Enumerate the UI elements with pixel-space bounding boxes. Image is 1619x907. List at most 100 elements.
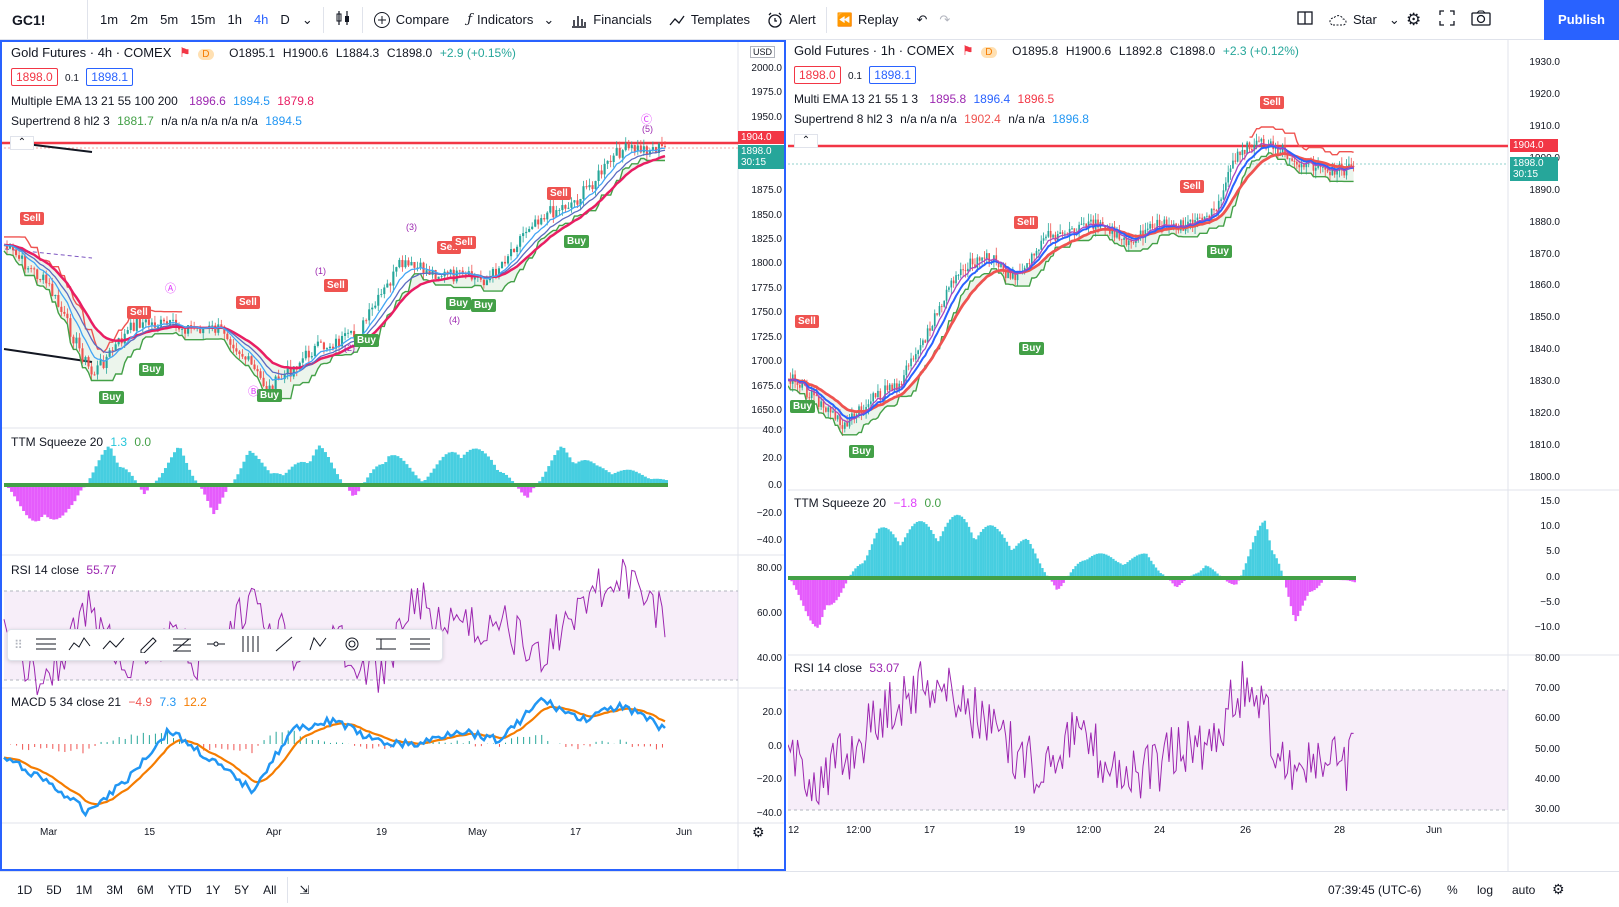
left-chart-panel[interactable]: Gold Futures · 4h · COMEX ⚑ D O1895.1 H1… [0, 40, 786, 871]
indicators-button[interactable]: ƒ Indicators ⌄ [461, 0, 560, 40]
range-1d[interactable]: 1D [17, 882, 33, 897]
undo-button[interactable]: ↶ [910, 0, 933, 40]
interval-2m[interactable]: 2m [130, 12, 149, 27]
left-ema-legend[interactable]: Multiple EMA 13 21 55 100 200 1896.6 189… [11, 94, 318, 108]
interval-1m[interactable]: 1m [100, 12, 119, 27]
horizontal-ray-icon [205, 635, 227, 656]
left-axis-settings-button[interactable]: ⚙ [752, 824, 765, 841]
settings-lines-tool[interactable] [403, 631, 437, 659]
wave-label: (2) [344, 343, 355, 353]
left-buy-price[interactable]: 1898.1 [86, 68, 133, 86]
horizontal-ray-tool[interactable] [199, 631, 233, 659]
snapshot-button[interactable] [1465, 0, 1497, 40]
vertical-lines-tool[interactable] [233, 631, 267, 659]
goto-date-button[interactable]: ⇲ [292, 883, 316, 897]
right-time-axis[interactable]: 12 12:00 17 19 12:00 24 26 28 Jun [788, 821, 1508, 841]
trend-line-tool[interactable] [131, 631, 165, 659]
right-price-axis[interactable]: 1930.01920.01910.01900.01890.01880.01870… [1508, 40, 1564, 490]
left-macd-legend[interactable]: MACD 5 34 close 21 −4.9 7.3 12.2 [11, 695, 211, 709]
range-3m[interactable]: 3M [106, 882, 124, 897]
symbol-search[interactable]: GC1! [0, 0, 88, 40]
range-all[interactable]: All [263, 882, 277, 897]
right-st-legend[interactable]: Supertrend 8 hl2 3 n/a n/a n/a 1902.4 n/… [794, 112, 1093, 126]
fullscreen-button[interactable] [1433, 0, 1461, 40]
chart-type-button[interactable] [328, 0, 358, 40]
layout-button[interactable] [1290, 0, 1320, 40]
range-1y[interactable]: 1Y [205, 882, 221, 897]
spiral-icon [342, 635, 362, 656]
elliott-correction-tool[interactable] [97, 631, 131, 659]
range-5d[interactable]: 5D [46, 882, 62, 897]
horizontal-lines-tool[interactable] [29, 631, 63, 659]
left-macd-axis[interactable]: 20.0 0.0 −20.0 −40.0 [738, 688, 784, 823]
financials-button[interactable]: Financials [564, 0, 658, 40]
clock[interactable]: 07:39:45 (UTC-6) [1328, 882, 1422, 897]
right-price-tag: 1898.0 30:15 [1510, 157, 1558, 181]
range-5y[interactable]: 5Y [234, 882, 250, 897]
interval-15m[interactable]: 15m [190, 12, 216, 27]
right-rsi-tick: 60.00 [1534, 713, 1560, 725]
right-sell-price[interactable]: 1898.0 [794, 66, 841, 84]
right-ttm-tick: 5.0 [1546, 546, 1560, 558]
left-ttm-tick: 0.0 [768, 480, 782, 491]
range-1m[interactable]: 1M [75, 882, 93, 897]
right-time-tick: 12:00 [846, 825, 872, 836]
collapse-button[interactable]: ⌃ [794, 134, 818, 148]
interval-d[interactable]: D [280, 12, 290, 27]
right-ema-legend[interactable]: Multi EMA 13 21 55 1 3 1895.8 1896.4 189… [794, 92, 1058, 106]
right-rsi-axis[interactable]: 80.00 70.00 60.00 50.00 40.00 30.00 [1508, 653, 1564, 823]
interval-dropdown[interactable]: ⌄ [296, 0, 319, 40]
redo-button[interactable]: ↷ [933, 0, 956, 40]
templates-button[interactable]: Templates [662, 0, 756, 40]
compare-button[interactable]: Compare [367, 0, 455, 40]
star-button[interactable]: Star ⌄ [1322, 0, 1406, 40]
right-chart-panel[interactable]: Gold Futures · 1h · COMEX ⚑ D O1895.8 H1… [788, 40, 1619, 871]
right-time-tick: 28 [1334, 825, 1346, 836]
line-tool[interactable] [267, 631, 301, 659]
gear-icon: ⚙ [1406, 9, 1422, 29]
buy-signal: Buy [446, 297, 471, 310]
interval-4h[interactable]: 4h [253, 12, 269, 27]
left-sell-price[interactable]: 1898.0 [11, 68, 58, 86]
left-ttm-legend[interactable]: TTM Squeeze 20 1.3 0.0 [11, 435, 155, 449]
cycle-tool[interactable] [335, 631, 369, 659]
interval-5m[interactable]: 5m [160, 12, 179, 27]
axis-settings-button[interactable]: ⚙ [1545, 881, 1572, 898]
left-st-legend[interactable]: Supertrend 8 hl2 3 1881.7 n/a n/a n/a n/… [11, 114, 306, 128]
ruler-tool[interactable] [369, 631, 403, 659]
auto-toggle[interactable]: auto [1512, 882, 1536, 897]
right-ohlc-o: O1895.8 [1012, 44, 1059, 58]
right-ttm-legend[interactable]: TTM Squeeze 20 −1.8 0.0 [794, 496, 945, 510]
percent-toggle[interactable]: % [1447, 882, 1458, 897]
publish-button[interactable]: Publish [1544, 0, 1619, 40]
wave-label: (5) [642, 124, 653, 134]
pattern-tool[interactable] [301, 631, 335, 659]
right-rsi-legend[interactable]: RSI 14 close 53.07 [794, 661, 903, 675]
left-macd-v1: −4.9 [128, 695, 153, 709]
interval-1h[interactable]: 1h [227, 12, 242, 27]
drag-handle-icon[interactable]: ⠿ [14, 638, 23, 652]
range-6m[interactable]: 6M [137, 882, 154, 897]
log-toggle[interactable]: log [1477, 882, 1494, 897]
settings-button[interactable]: ⚙ [1400, 0, 1427, 40]
rewind-icon: ⏪ [836, 11, 853, 27]
right-chart-canvas[interactable] [788, 40, 1619, 871]
drawing-toolbar[interactable]: ⠿ [7, 629, 443, 661]
left-rsi-axis[interactable]: 80.00 60.00 40.00 [738, 555, 784, 688]
right-buy-price[interactable]: 1898.1 [869, 66, 916, 84]
left-rsi-legend[interactable]: RSI 14 close 55.77 [11, 563, 120, 577]
fib-tool[interactable] [165, 631, 199, 659]
chevron-up-icon: ⌃ [17, 137, 27, 148]
left-time-axis[interactable]: Mar 15 Apr 19 May 17 Jun [2, 823, 738, 843]
collapse-button[interactable]: ⌃ [10, 136, 34, 150]
range-ytd[interactable]: YTD [167, 882, 192, 897]
left-ttm-axis[interactable]: 40.0 20.0 0.0 −20.0 −40.0 [738, 425, 784, 556]
sell-signal: Sell [1260, 96, 1284, 109]
left-price-axis[interactable]: USD 2000.01975.01950.01925.01900.01875.0… [738, 42, 784, 428]
elliott-impulse-tool[interactable] [63, 631, 97, 659]
alert-button[interactable]: Alert [760, 0, 822, 40]
replay-button[interactable]: ⏪ Replay [831, 0, 905, 40]
left-price-tick: 1950.0 [751, 111, 782, 123]
right-ttm-axis[interactable]: 15.0 10.0 5.0 0.0 −5.0 −10.0 [1508, 490, 1564, 655]
left-chart-canvas[interactable] [0, 40, 786, 871]
